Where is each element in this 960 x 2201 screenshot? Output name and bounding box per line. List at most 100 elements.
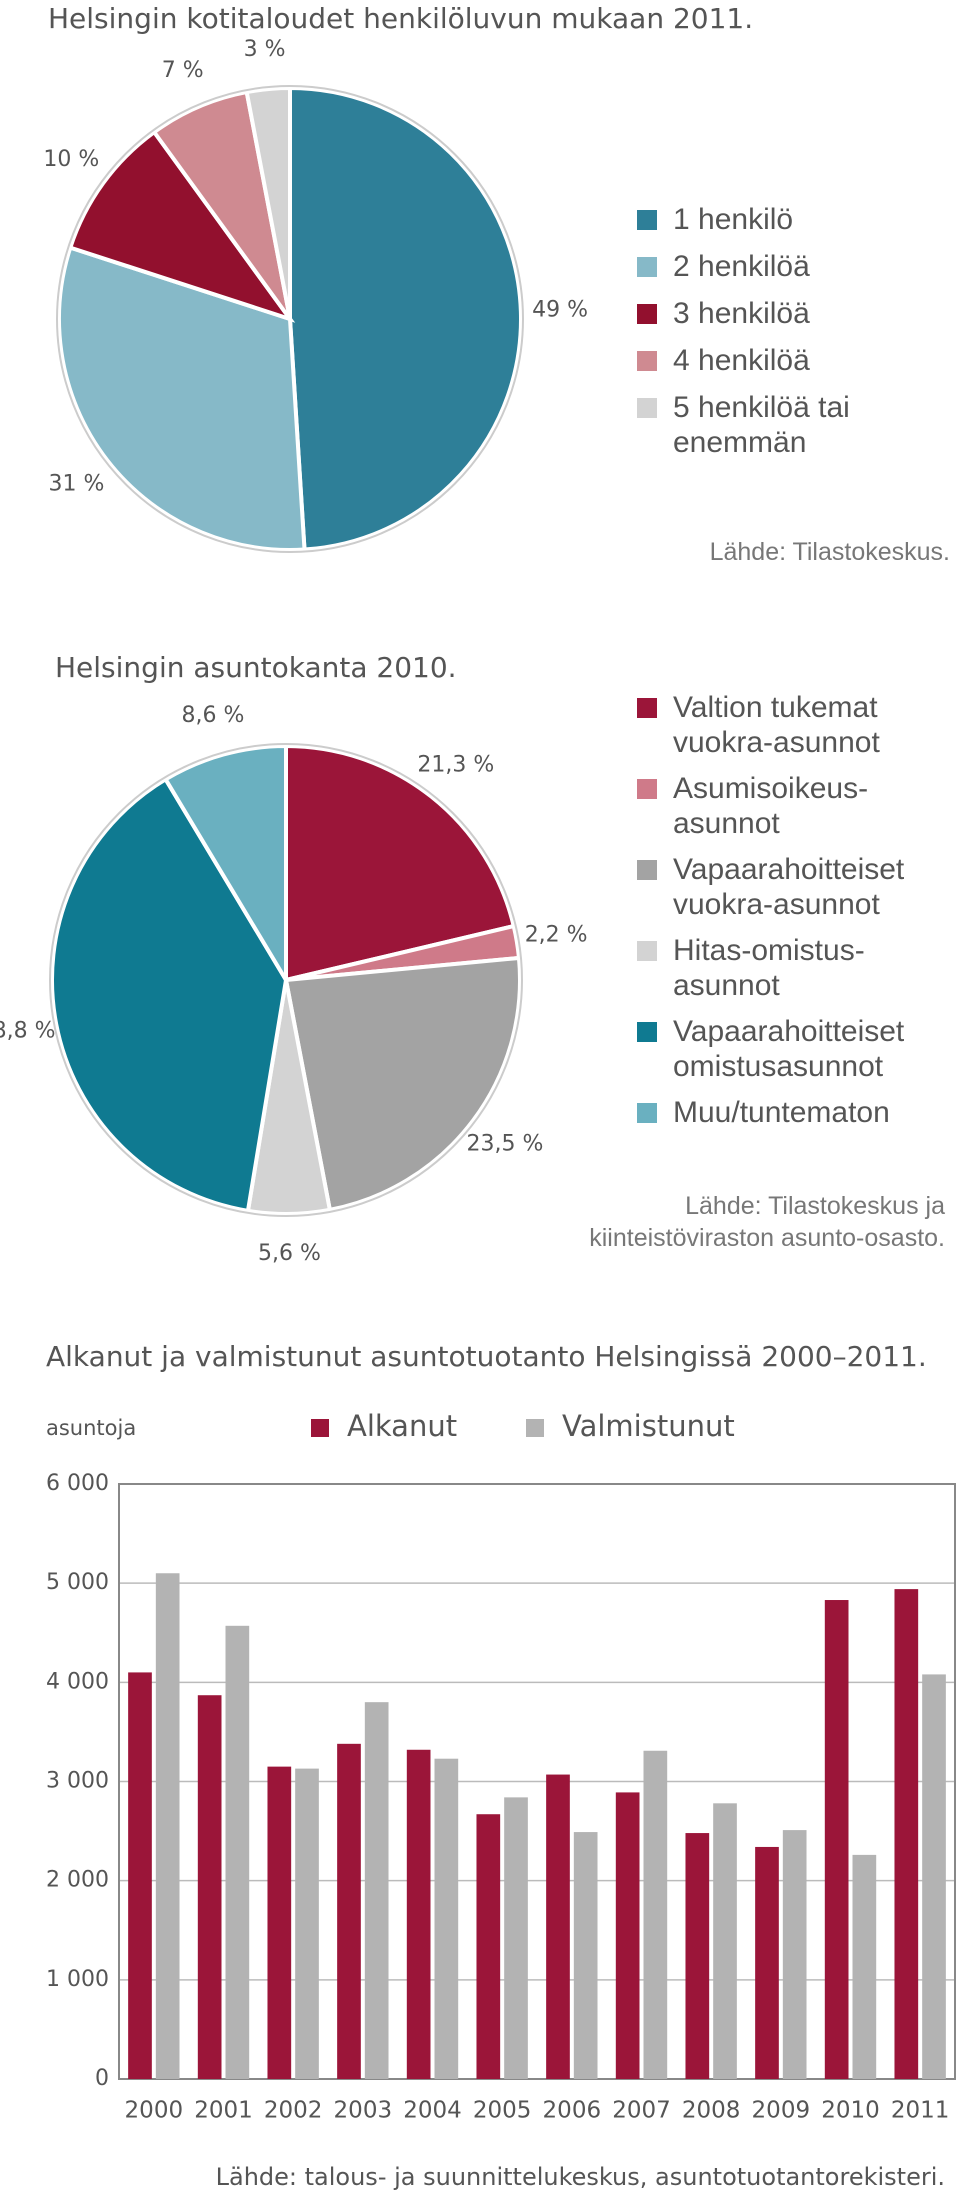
legend-item: 5 henkilöä tai enemmän [637, 390, 858, 460]
legend-label: Valmistunut [562, 1409, 735, 1443]
legend-swatch [637, 257, 657, 277]
pie-slice [162, 743, 288, 988]
pie-rim [56, 85, 524, 553]
bar [573, 1832, 598, 2079]
legend-item: Hitas-omistus-asunnot [637, 933, 953, 1003]
legend-label: Muu/tuntematon [673, 1096, 890, 1129]
legend-label: Alkanut [347, 1409, 457, 1443]
x-tick-label: 2011 [891, 2098, 950, 2124]
bar [713, 1803, 737, 2079]
slice-label: 38,8 % [0, 1018, 56, 1043]
legend-label: 3 henkilöä [673, 297, 810, 330]
bar [267, 1766, 292, 2079]
legend-item: 3 henkilöä [637, 296, 858, 331]
legend-swatch [637, 351, 657, 371]
x-tick-label: 2008 [682, 2098, 741, 2124]
bar [128, 1672, 152, 2079]
x-tick-label: 2004 [403, 2098, 462, 2124]
source-note: Lähde: talous- ja suunnittelukeskus, asu… [216, 2163, 945, 2191]
chart-title: Helsingin kotitaloudet henkilöluvun muka… [48, 2, 753, 35]
slice-label: 21,3 % [417, 752, 494, 777]
legend-item: Muu/tuntematon [637, 1095, 953, 1130]
y-tick-label: 2 000 [46, 1868, 109, 1893]
slice-label: 8,6 % [181, 703, 244, 728]
legend-label: 5 henkilöä tai enemmän [673, 391, 850, 459]
bar [546, 1774, 570, 2079]
x-tick-label: 2002 [264, 2098, 323, 2124]
x-tick-label: 2006 [543, 2098, 602, 2124]
pie-slice [288, 85, 523, 552]
legend-item: 2 henkilöä [637, 249, 858, 284]
legend-item: Vapaarahoitteiset vuokra-asunnot [637, 852, 953, 922]
bar [643, 1750, 668, 2079]
slice-label: 31 % [48, 472, 104, 497]
legend-item: Vapaarahoitteiset omistusasunnot [637, 1014, 953, 1084]
x-tick-label: 2000 [125, 2098, 184, 2124]
legend-label: Valtion tukemat vuokra-asunnot [673, 691, 880, 759]
y-axis-label: asuntoja [46, 1416, 136, 1440]
x-tick-label: 2009 [752, 2098, 811, 2124]
legend-swatch [526, 1419, 544, 1437]
legend-swatch [637, 860, 657, 880]
legend-swatch [637, 1103, 657, 1123]
legend-swatch [637, 941, 657, 961]
x-tick-label: 2010 [821, 2098, 880, 2124]
pie-slice [244, 85, 292, 320]
slice-label: 23,5 % [466, 1131, 543, 1156]
bar [782, 1830, 807, 2079]
x-tick-label: 2007 [612, 2098, 671, 2124]
bar [852, 1854, 877, 2079]
slice-label: 5,6 % [258, 1241, 321, 1266]
y-tick-label: 5 000 [46, 1570, 109, 1595]
slice-label: 49 % [532, 298, 588, 323]
bar [155, 1573, 180, 2079]
legend-label: 1 henkilö [673, 203, 794, 236]
source-note: Lähde: Tilastokeskus ja kiinteistövirast… [589, 1192, 945, 1252]
bar [894, 1589, 919, 2079]
y-tick-label: 6 000 [46, 1471, 109, 1496]
legend-swatch [311, 1419, 329, 1437]
y-tick-label: 0 [95, 2066, 109, 2091]
bar [197, 1695, 222, 2079]
y-tick-label: 4 000 [46, 1669, 109, 1694]
legend-label: Hitas-omistus-asunnot [673, 934, 865, 1002]
legend-item: 4 henkilöä [637, 343, 858, 378]
bar [504, 1797, 528, 2079]
bar [685, 1833, 710, 2079]
pie-slice [283, 955, 522, 1213]
legend: Valtion tukemat vuokra-asunnot Asumisoike… [637, 690, 953, 1141]
legend-item: 1 henkilö [637, 202, 858, 237]
legend-swatch [637, 1022, 657, 1042]
slice-label: 7 % [162, 58, 204, 83]
legend-label: 4 henkilöä [673, 344, 810, 377]
y-tick-label: 1 000 [46, 1967, 109, 1992]
bar [476, 1814, 501, 2079]
pie-slice [50, 776, 289, 1214]
pie-slice [57, 245, 307, 552]
slice-label: 3 % [244, 37, 286, 62]
bar [295, 1768, 319, 2079]
legend-label: Vapaarahoitteiset vuokra-asunnot [673, 853, 905, 921]
bar [824, 1600, 849, 2079]
legend-swatch [637, 210, 657, 230]
legend-item: Asumisoikeus-asunnot [637, 771, 953, 841]
legend-label: 2 henkilöä [673, 250, 810, 283]
legend-item: Valtion tukemat vuokra-asunnot [637, 690, 953, 760]
legend-swatch [637, 779, 657, 799]
pie-slice [284, 743, 517, 983]
bar [337, 1743, 361, 2079]
bar [225, 1625, 250, 2079]
chart-title: Helsingin asuntokanta 2010. [55, 651, 457, 684]
slice-label: 2,2 % [525, 922, 588, 947]
slice-label: 10 % [43, 147, 99, 172]
legend: 1 henkilö 2 henkilöä 3 henkilöä 4 henkilöä 5… [637, 202, 858, 472]
bar [364, 1702, 389, 2079]
plot-frame [118, 1483, 956, 2080]
legend-swatch [637, 304, 657, 324]
x-tick-label: 2005 [473, 2098, 532, 2124]
pie-slice [67, 129, 296, 323]
pie-rim [49, 743, 523, 1217]
x-tick-label: 2003 [334, 2098, 393, 2124]
